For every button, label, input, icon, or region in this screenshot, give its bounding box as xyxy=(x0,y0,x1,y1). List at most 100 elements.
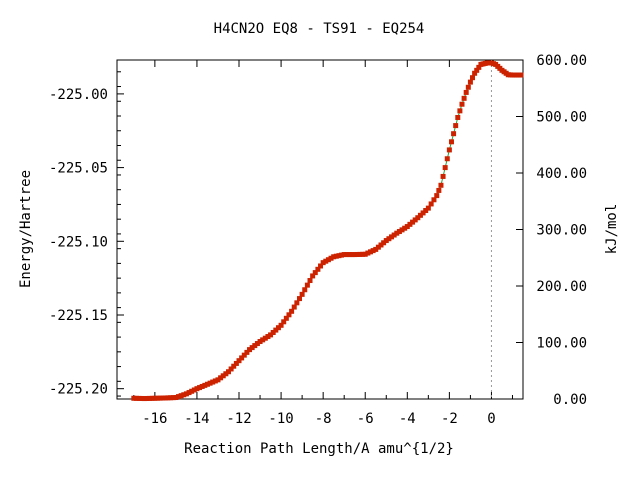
series-point xyxy=(518,72,524,78)
y2-tick-label: 200.00 xyxy=(536,279,587,295)
series-point xyxy=(446,147,452,153)
series-point xyxy=(168,395,174,401)
series-point xyxy=(186,390,192,396)
series-point xyxy=(431,197,437,203)
series-point xyxy=(354,251,360,257)
y-tick-label: -225.15 xyxy=(49,308,108,324)
series-point xyxy=(410,219,416,225)
series-point xyxy=(257,339,263,345)
series-point xyxy=(325,257,331,263)
y-tick-label: -225.05 xyxy=(49,161,108,177)
y2-axis-label: kJ/mol xyxy=(604,204,620,255)
series-point xyxy=(183,391,189,397)
series-point xyxy=(218,375,224,381)
x-tick-label: 0 xyxy=(487,411,495,427)
series-point xyxy=(141,396,147,402)
series-point xyxy=(210,379,216,385)
series-point xyxy=(310,273,316,279)
series-point xyxy=(207,380,213,386)
series-point xyxy=(247,347,253,353)
series-point xyxy=(294,300,300,306)
series-point xyxy=(165,395,171,401)
series-point xyxy=(304,282,310,288)
y2-tick-label: 0.00 xyxy=(553,392,587,408)
series-point xyxy=(223,371,229,377)
series-point xyxy=(328,255,334,261)
series-point xyxy=(173,395,179,401)
series-point xyxy=(404,224,410,230)
y-tick-label: -225.10 xyxy=(49,234,108,250)
series-point xyxy=(302,287,308,293)
chart-title: H4CN2O EQ8 - TS91 - EQ254 xyxy=(214,21,425,37)
series-point xyxy=(428,201,434,207)
series-point xyxy=(262,335,268,341)
series-point xyxy=(307,278,313,284)
series-point xyxy=(315,266,321,272)
series-point xyxy=(275,325,281,331)
series-point xyxy=(444,156,450,162)
series-point xyxy=(136,395,142,401)
series-point xyxy=(370,248,376,254)
series-point xyxy=(367,249,373,255)
y-tick-label: -225.20 xyxy=(49,382,108,398)
series-point xyxy=(383,238,389,244)
y2-tick-label: 300.00 xyxy=(536,223,587,239)
series-point xyxy=(357,251,363,257)
series-point xyxy=(273,327,279,333)
series-point xyxy=(181,392,187,398)
series-point xyxy=(323,258,329,264)
series-point xyxy=(241,352,247,358)
series-point xyxy=(440,173,446,179)
series-point xyxy=(465,84,471,90)
y-axis-left: -225.20 -225.15 -225.10 -225.05 -225.00 xyxy=(49,71,124,398)
series-point xyxy=(344,252,350,258)
series-point xyxy=(199,383,205,389)
series-point xyxy=(412,217,418,223)
series-point xyxy=(144,395,150,401)
series-point xyxy=(467,79,473,85)
series-point xyxy=(394,230,400,236)
series-point xyxy=(215,377,221,383)
series-point xyxy=(176,394,182,400)
series-point xyxy=(231,363,237,369)
series-point xyxy=(312,270,318,276)
series-point xyxy=(459,101,465,107)
series-point xyxy=(147,395,153,401)
series-point xyxy=(197,385,203,391)
y2-tick-label: 600.00 xyxy=(536,53,587,69)
y2-tick-label: 500.00 xyxy=(536,110,587,126)
series-point xyxy=(474,67,480,73)
series-point xyxy=(423,208,429,214)
series-point xyxy=(178,393,184,399)
x-tick-label: -10 xyxy=(268,411,293,427)
series-point xyxy=(381,240,387,246)
x-tick-label: -8 xyxy=(315,411,332,427)
series-point xyxy=(157,395,163,401)
y-axis-label: Energy/Hartree xyxy=(18,170,34,288)
series-point xyxy=(407,221,413,227)
series-point xyxy=(270,329,276,335)
series-point xyxy=(415,215,421,221)
series-point xyxy=(373,246,379,252)
y2-tick-label: 400.00 xyxy=(536,166,587,182)
series-point xyxy=(152,395,158,401)
y-axis-right: 0.00 100.00 200.00 300.00 400.00 500.00 600.00 xyxy=(516,53,587,408)
series-point xyxy=(281,319,287,325)
series-point xyxy=(170,395,176,401)
series-point xyxy=(336,253,342,259)
series-point xyxy=(204,381,210,387)
x-tick-label: -14 xyxy=(184,411,209,427)
x-axis-label: Reaction Path Length/A amu^{1/2} xyxy=(184,441,454,457)
series-point xyxy=(289,308,295,314)
series-point xyxy=(339,252,345,258)
series-point xyxy=(463,89,469,95)
series-point xyxy=(254,341,260,347)
series-point xyxy=(202,382,208,388)
series-point xyxy=(346,252,352,258)
series-point xyxy=(341,252,347,258)
series-point xyxy=(360,251,366,257)
series-point xyxy=(451,131,457,137)
series-point xyxy=(191,387,197,393)
series-point xyxy=(318,263,324,269)
series-point xyxy=(283,315,289,321)
